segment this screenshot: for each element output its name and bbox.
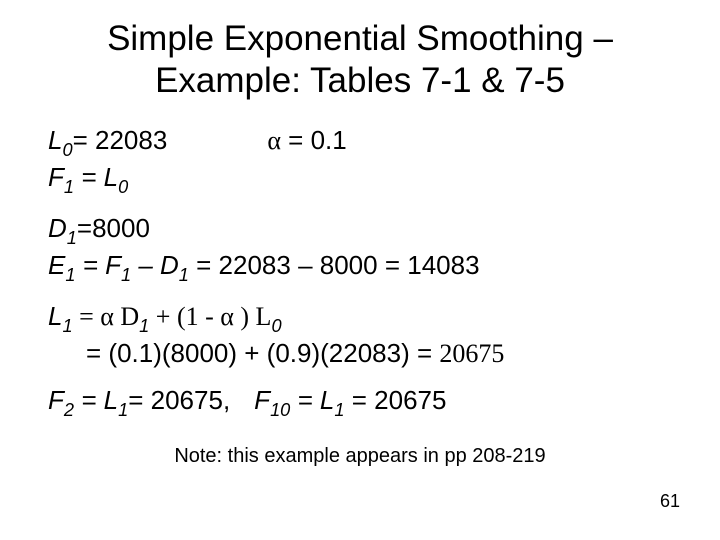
line-D1: D1=8000 [48, 212, 672, 249]
eq-L1b: + (1 - α ) L [149, 302, 271, 331]
line-F2-F10: F2 = L1= 20675,F10 = L1 = 20675 [48, 384, 672, 421]
title-line-1: Simple Exponential Smoothing – [107, 19, 613, 58]
title-line-2: Example: Tables 7-1 & 7-5 [155, 61, 565, 100]
line-L0-alpha: L0= 22083 α = 0.1 [48, 124, 672, 161]
eq-L0: = 22083 [73, 125, 168, 155]
sub-1i: 1 [118, 400, 128, 420]
line-L1-calc: = (0.1)(8000) + (0.9)(22083) = 20675 [48, 337, 672, 371]
sub-0b: 0 [118, 177, 128, 197]
page-number: 61 [660, 491, 680, 512]
var-L: L [48, 125, 62, 155]
alpha-symbol: α [267, 126, 281, 155]
sub-1c: 1 [67, 228, 77, 248]
eq-F2b: = 20675, [128, 385, 230, 415]
eq-L1a: = α D [73, 302, 140, 331]
slide-title: Simple Exponential Smoothing – Example: … [48, 18, 672, 102]
eq-E1a: = F [75, 250, 121, 280]
sub-10: 10 [270, 400, 290, 420]
var-D: D [48, 213, 67, 243]
equation-block-3: L1 = α D1 + (1 - α ) L0 = (0.1)(8000) + … [48, 300, 672, 370]
eq-alpha: = 0.1 [281, 125, 347, 155]
var-F2: F [48, 385, 64, 415]
equation-block-4: F2 = L1= 20675,F10 = L1 = 20675 [48, 384, 672, 421]
var-E: E [48, 250, 65, 280]
sub-1h: 1 [139, 316, 149, 336]
var-F10: F [254, 385, 270, 415]
sub-1d: 1 [65, 265, 75, 285]
eq-F1: = L [74, 162, 118, 192]
sub-1g: 1 [62, 316, 72, 336]
sub-0c: 0 [271, 316, 281, 336]
eq-F10b: = 20675 [345, 385, 447, 415]
line-L1: L1 = α D1 + (1 - α ) L0 [48, 300, 672, 337]
sub-1f: 1 [179, 265, 189, 285]
eq-L1-calc: = (0.1)(8000) + (0.9)(22083) = [86, 338, 439, 368]
sub-0: 0 [62, 140, 72, 160]
sub-2: 2 [64, 400, 74, 420]
line-E1: E1 = F1 – D1 = 22083 – 8000 = 14083 [48, 249, 672, 286]
var-L1: L [48, 301, 62, 331]
equation-block-1: L0= 22083α = 0.1 F1 = L0 [48, 124, 672, 198]
line-F1: F1 = L0 [48, 161, 672, 198]
equation-block-2: D1=8000 E1 = F1 – D1 = 22083 – 8000 = 14… [48, 212, 672, 286]
slide-container: Simple Exponential Smoothing – Example: … [0, 0, 720, 468]
eq-F10a: = L [290, 385, 334, 415]
footnote: Note: this example appears in pp 208-219 [48, 445, 672, 468]
eq-D1: =8000 [77, 213, 150, 243]
var-F: F [48, 162, 64, 192]
eq-F2a: = L [74, 385, 118, 415]
sub-1e: 1 [121, 265, 131, 285]
eq-E1c: = 22083 – 8000 = 14083 [189, 250, 480, 280]
eq-E1b: – D [131, 250, 179, 280]
eq-L1-result: 20675 [439, 339, 504, 368]
sub-1: 1 [64, 177, 74, 197]
sub-1j: 1 [334, 400, 344, 420]
